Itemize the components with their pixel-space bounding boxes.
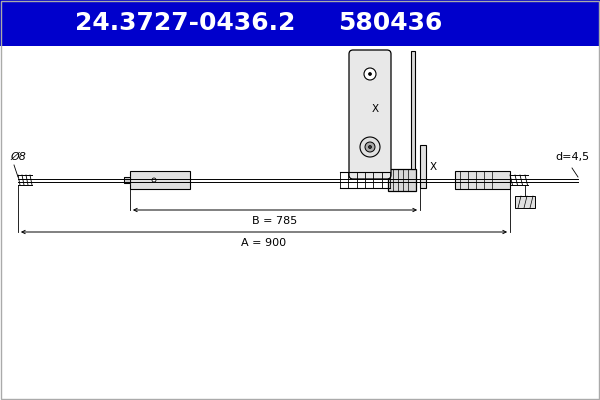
Text: X: X	[372, 104, 379, 114]
Text: A = 900: A = 900	[241, 238, 287, 248]
Bar	[411, 51, 415, 169]
Text: X: X	[430, 162, 437, 172]
Bar	[388, 169, 416, 191]
Bar	[0, 0, 600, 46]
Circle shape	[368, 72, 371, 76]
Circle shape	[360, 137, 380, 157]
Bar	[420, 145, 426, 188]
Text: B = 785: B = 785	[253, 216, 298, 226]
Bar	[455, 171, 510, 189]
Bar	[130, 171, 190, 189]
Text: 580436: 580436	[338, 11, 442, 35]
Text: 24.3727-0436.2: 24.3727-0436.2	[75, 11, 295, 35]
Circle shape	[365, 142, 375, 152]
Circle shape	[368, 146, 371, 148]
Polygon shape	[124, 177, 130, 183]
Bar	[515, 196, 535, 208]
Circle shape	[152, 178, 156, 182]
Circle shape	[364, 68, 376, 80]
FancyBboxPatch shape	[349, 50, 391, 179]
Text: Ø8: Ø8	[10, 152, 26, 162]
Text: d=4,5: d=4,5	[556, 152, 590, 162]
